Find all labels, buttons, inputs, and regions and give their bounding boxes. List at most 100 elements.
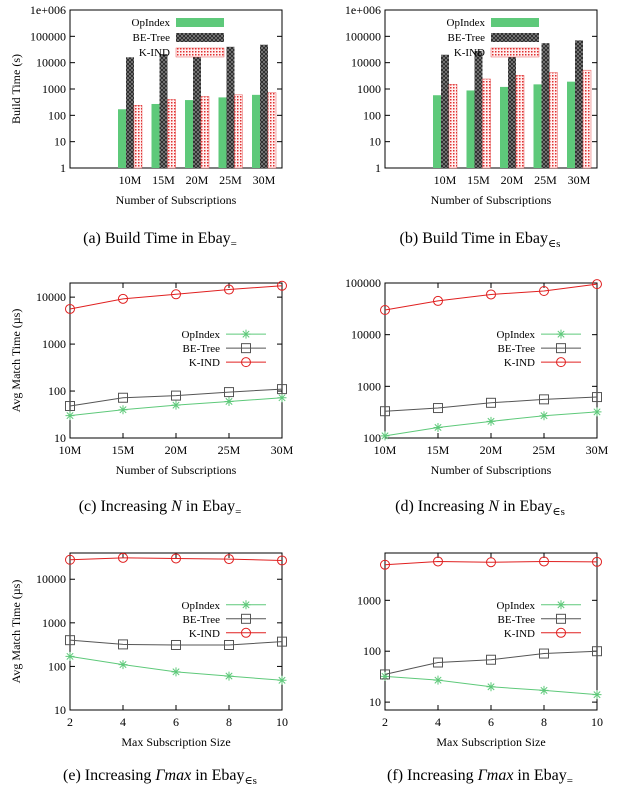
legend-label: OpIndex xyxy=(132,17,171,29)
x-tick-label: 30M xyxy=(586,443,609,457)
y-tick-label: 10 xyxy=(54,703,66,717)
caption-prefix: (e) Increasing xyxy=(63,767,155,784)
x-tick-label: 15M xyxy=(427,443,450,457)
x-tick-label: 10 xyxy=(591,715,603,729)
marker-star xyxy=(433,422,443,432)
legend-swatch xyxy=(176,33,224,42)
marker-square xyxy=(433,657,443,668)
y-tick-label: 1000 xyxy=(357,82,381,96)
x-tick-label: 2 xyxy=(382,715,388,729)
y-tick-label: 100 xyxy=(363,644,381,658)
caption-italic: N xyxy=(170,498,183,515)
legend-swatch xyxy=(491,33,539,42)
marker-square xyxy=(118,639,128,650)
y-tick-label: 1000 xyxy=(42,82,66,96)
bar-be-tree xyxy=(541,43,550,168)
legend-swatch xyxy=(175,47,225,58)
caption-subscript: = xyxy=(231,238,237,250)
marker-circle xyxy=(224,284,234,295)
bar-k-ind xyxy=(515,75,525,169)
marker-star xyxy=(241,329,251,339)
bar-be-tree xyxy=(226,46,235,168)
legend-label: OpIndex xyxy=(447,17,486,29)
bar-k-ind xyxy=(267,92,277,169)
marker-star xyxy=(171,667,181,677)
caption-prefix: (d) Increasing xyxy=(395,498,488,515)
marker-square xyxy=(171,639,181,650)
figure-caption: (d) Increasing N in Ebay∈s xyxy=(395,498,565,518)
y-tick-label: 100 xyxy=(363,108,381,122)
marker-star xyxy=(486,416,496,426)
legend-swatch xyxy=(490,47,540,58)
y-tick-label: 10 xyxy=(54,135,66,149)
marker-star xyxy=(380,431,390,441)
x-tick-label: 6 xyxy=(488,715,494,729)
x-tick-label: 25M xyxy=(534,173,557,187)
y-tick-label: 10000 xyxy=(36,572,66,586)
y-tick-label: 1 xyxy=(375,161,381,175)
x-tick-label: 10M xyxy=(59,443,82,457)
legend-label: K-IND xyxy=(189,357,220,369)
marker-star xyxy=(539,411,549,421)
y-tick-label: 10000 xyxy=(351,328,381,342)
marker-circle xyxy=(556,627,566,638)
y-tick-label: 100 xyxy=(48,659,66,673)
legend-label: BE-Tree xyxy=(183,614,221,626)
marker-circle xyxy=(241,357,251,368)
legend-label: BE-Tree xyxy=(448,32,486,44)
marker-star xyxy=(433,675,443,685)
caption-middle: in Ebay xyxy=(191,767,244,784)
series-line-k-ind xyxy=(384,560,598,566)
marker-star xyxy=(556,329,566,339)
marker-circle xyxy=(433,556,443,567)
x-tick-label: 10M xyxy=(374,443,397,457)
marker-circle xyxy=(592,556,602,567)
marker-circle xyxy=(118,552,128,563)
y-tick-label: 10 xyxy=(54,431,66,445)
marker-square xyxy=(65,635,75,646)
marker-square xyxy=(241,343,251,354)
series-line-be-tree xyxy=(384,396,598,412)
marker-star xyxy=(592,407,602,417)
bar-opindex xyxy=(185,100,193,168)
caption-prefix: (a) Build Time in Ebay xyxy=(83,230,231,247)
y-tick-label: 100 xyxy=(363,431,381,445)
bar-opindex xyxy=(500,86,508,168)
marker-circle xyxy=(433,295,443,306)
x-tick-label: 20M xyxy=(480,443,503,457)
marker-square xyxy=(380,669,390,680)
y-tick-label: 1000 xyxy=(357,593,381,607)
bar-be-tree xyxy=(441,54,449,168)
x-axis-label: Max Subscription Size xyxy=(121,735,230,749)
y-tick-label: 100 xyxy=(48,108,66,122)
bar-be-tree xyxy=(474,50,483,168)
marker-square xyxy=(539,394,549,405)
x-tick-label: 8 xyxy=(541,715,547,729)
y-tick-label: 1e+006 xyxy=(30,3,66,17)
bar-k-ind xyxy=(582,69,592,169)
x-tick-label: 4 xyxy=(435,715,441,729)
marker-square xyxy=(277,636,287,647)
x-tick-label: 25M xyxy=(219,173,242,187)
caption-italic: N xyxy=(487,498,500,515)
marker-circle xyxy=(65,303,75,314)
bar-k-ind xyxy=(549,72,558,169)
marker-star xyxy=(539,685,549,695)
x-axis-label: Number of Subscriptions xyxy=(431,463,552,477)
y-tick-label: 10 xyxy=(369,135,381,149)
marker-square xyxy=(592,392,602,403)
marker-square xyxy=(486,654,496,665)
marker-circle xyxy=(171,553,181,564)
marker-star xyxy=(224,671,234,681)
x-axis-label: Number of Subscriptions xyxy=(116,463,237,477)
x-tick-label: 10M xyxy=(119,173,142,187)
marker-circle xyxy=(380,559,390,570)
caption-middle: in Ebay xyxy=(182,498,235,515)
caption-subscript: = xyxy=(235,506,241,518)
x-tick-label: 15M xyxy=(152,173,175,187)
y-tick-label: 1e+006 xyxy=(345,3,381,17)
figure-caption: (f) Increasing Γmax in Ebay= xyxy=(387,767,573,787)
bar-be-tree xyxy=(260,44,268,169)
legend-label: BE-Tree xyxy=(498,343,536,355)
legend-label: OpIndex xyxy=(497,600,536,612)
